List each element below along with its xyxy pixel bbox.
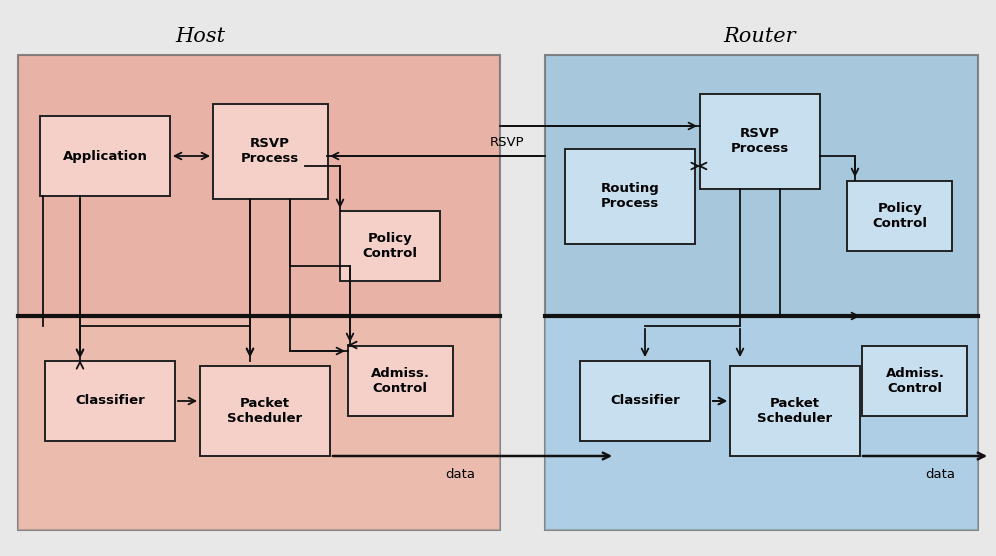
Text: Admiss.
Control: Admiss. Control [885,367,944,395]
Text: RSVP
Process: RSVP Process [731,127,789,155]
Text: Packet
Scheduler: Packet Scheduler [227,397,303,425]
Bar [348,346,452,416]
Text: Routing
Process: Routing Process [601,182,659,210]
Bar [545,55,978,530]
Text: Classifier: Classifier [611,395,680,408]
Bar [730,366,860,456]
Text: Policy
Control: Policy Control [363,232,417,260]
Text: data: data [445,468,475,481]
Bar [863,346,967,416]
Text: Application: Application [63,150,147,162]
Bar [340,211,440,281]
Bar [45,361,175,441]
Bar [545,316,978,530]
Text: Admiss.
Control: Admiss. Control [371,367,429,395]
Bar [848,181,952,251]
Bar [18,55,500,530]
Bar [565,148,695,244]
Text: RSVP: RSVP [490,136,525,149]
Bar [18,316,500,530]
Text: Host: Host [175,27,225,46]
Text: RSVP
Process: RSVP Process [241,137,299,165]
Bar [580,361,710,441]
Text: Packet
Scheduler: Packet Scheduler [757,397,833,425]
Text: Classifier: Classifier [75,395,144,408]
Text: Policy
Control: Policy Control [872,202,927,230]
Bar [40,116,170,196]
Bar [200,366,330,456]
Text: Router: Router [724,27,797,46]
Text: data: data [925,468,955,481]
Bar [700,93,820,188]
Bar [212,103,328,198]
